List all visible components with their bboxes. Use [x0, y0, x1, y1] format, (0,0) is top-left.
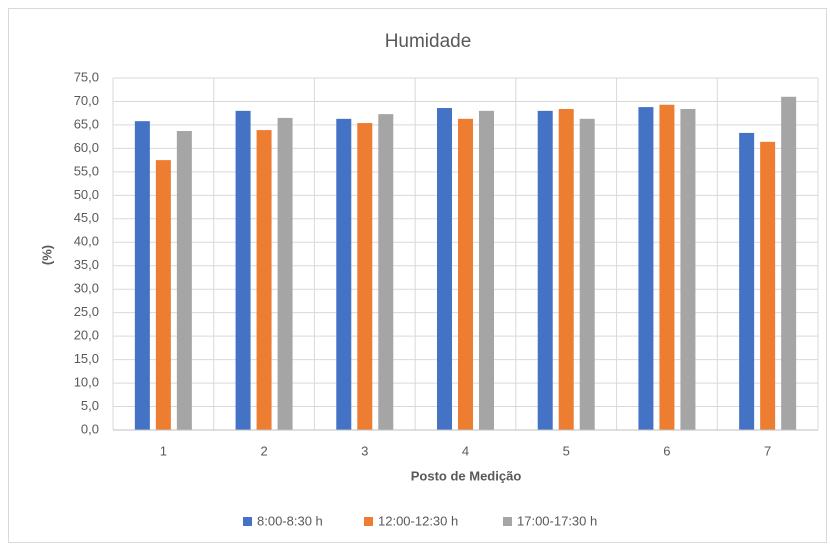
legend-swatch	[364, 517, 373, 526]
bar	[558, 108, 574, 430]
y-tick-label: 60,0	[74, 140, 99, 155]
y-tick-label: 20,0	[74, 328, 99, 343]
bar	[357, 123, 373, 430]
chart-title: Humidade	[385, 31, 472, 52]
x-tick-label: 4	[462, 443, 469, 458]
bar	[134, 121, 150, 431]
bar	[155, 160, 171, 430]
y-tick-label: 70,0	[74, 93, 99, 108]
bar	[739, 132, 755, 431]
x-axis-label: Posto de Medição	[411, 468, 522, 483]
legend-label: 8:00-8:30 h	[257, 513, 323, 528]
y-tick-label: 0,0	[81, 421, 99, 436]
y-tick-label: 10,0	[74, 375, 99, 390]
y-tick-label: 35,0	[74, 257, 99, 272]
bar	[479, 110, 494, 430]
bar	[537, 110, 553, 430]
bar	[256, 130, 272, 430]
x-tick-label: 6	[663, 443, 670, 458]
legend-swatch	[243, 517, 252, 526]
x-tick-label: 2	[260, 443, 267, 458]
legend-label: 17:00-17:30 h	[517, 513, 597, 528]
bar	[437, 108, 452, 431]
chart-frame	[8, 8, 827, 543]
bar	[235, 110, 251, 430]
bar	[760, 141, 776, 430]
y-tick-label: 75,0	[74, 69, 99, 84]
x-tick-label: 7	[764, 443, 771, 458]
legend-swatch	[503, 517, 512, 526]
y-axis-label: (%)	[39, 245, 54, 265]
bar	[579, 118, 595, 430]
bar	[638, 107, 654, 430]
y-tick-label: 40,0	[74, 234, 99, 249]
bar	[176, 131, 192, 430]
bar	[680, 108, 696, 430]
y-tick-label: 50,0	[74, 187, 99, 202]
y-tick-label: 15,0	[74, 351, 99, 366]
y-tick-label: 45,0	[74, 210, 99, 225]
y-tick-label: 5,0	[81, 398, 99, 413]
y-tick-label: 25,0	[74, 304, 99, 319]
bar	[336, 118, 352, 430]
legend-label: 12:00-12:30 h	[378, 513, 458, 528]
bar	[781, 96, 797, 431]
x-tick-label: 1	[160, 443, 167, 458]
y-tick-label: 30,0	[74, 281, 99, 296]
bar	[659, 104, 675, 430]
y-tick-label: 65,0	[74, 116, 99, 131]
bar	[378, 114, 394, 430]
x-tick-label: 3	[361, 443, 368, 458]
bar	[458, 118, 473, 430]
bar	[277, 117, 293, 430]
y-tick-label: 55,0	[74, 163, 99, 178]
x-tick-label: 5	[563, 443, 570, 458]
